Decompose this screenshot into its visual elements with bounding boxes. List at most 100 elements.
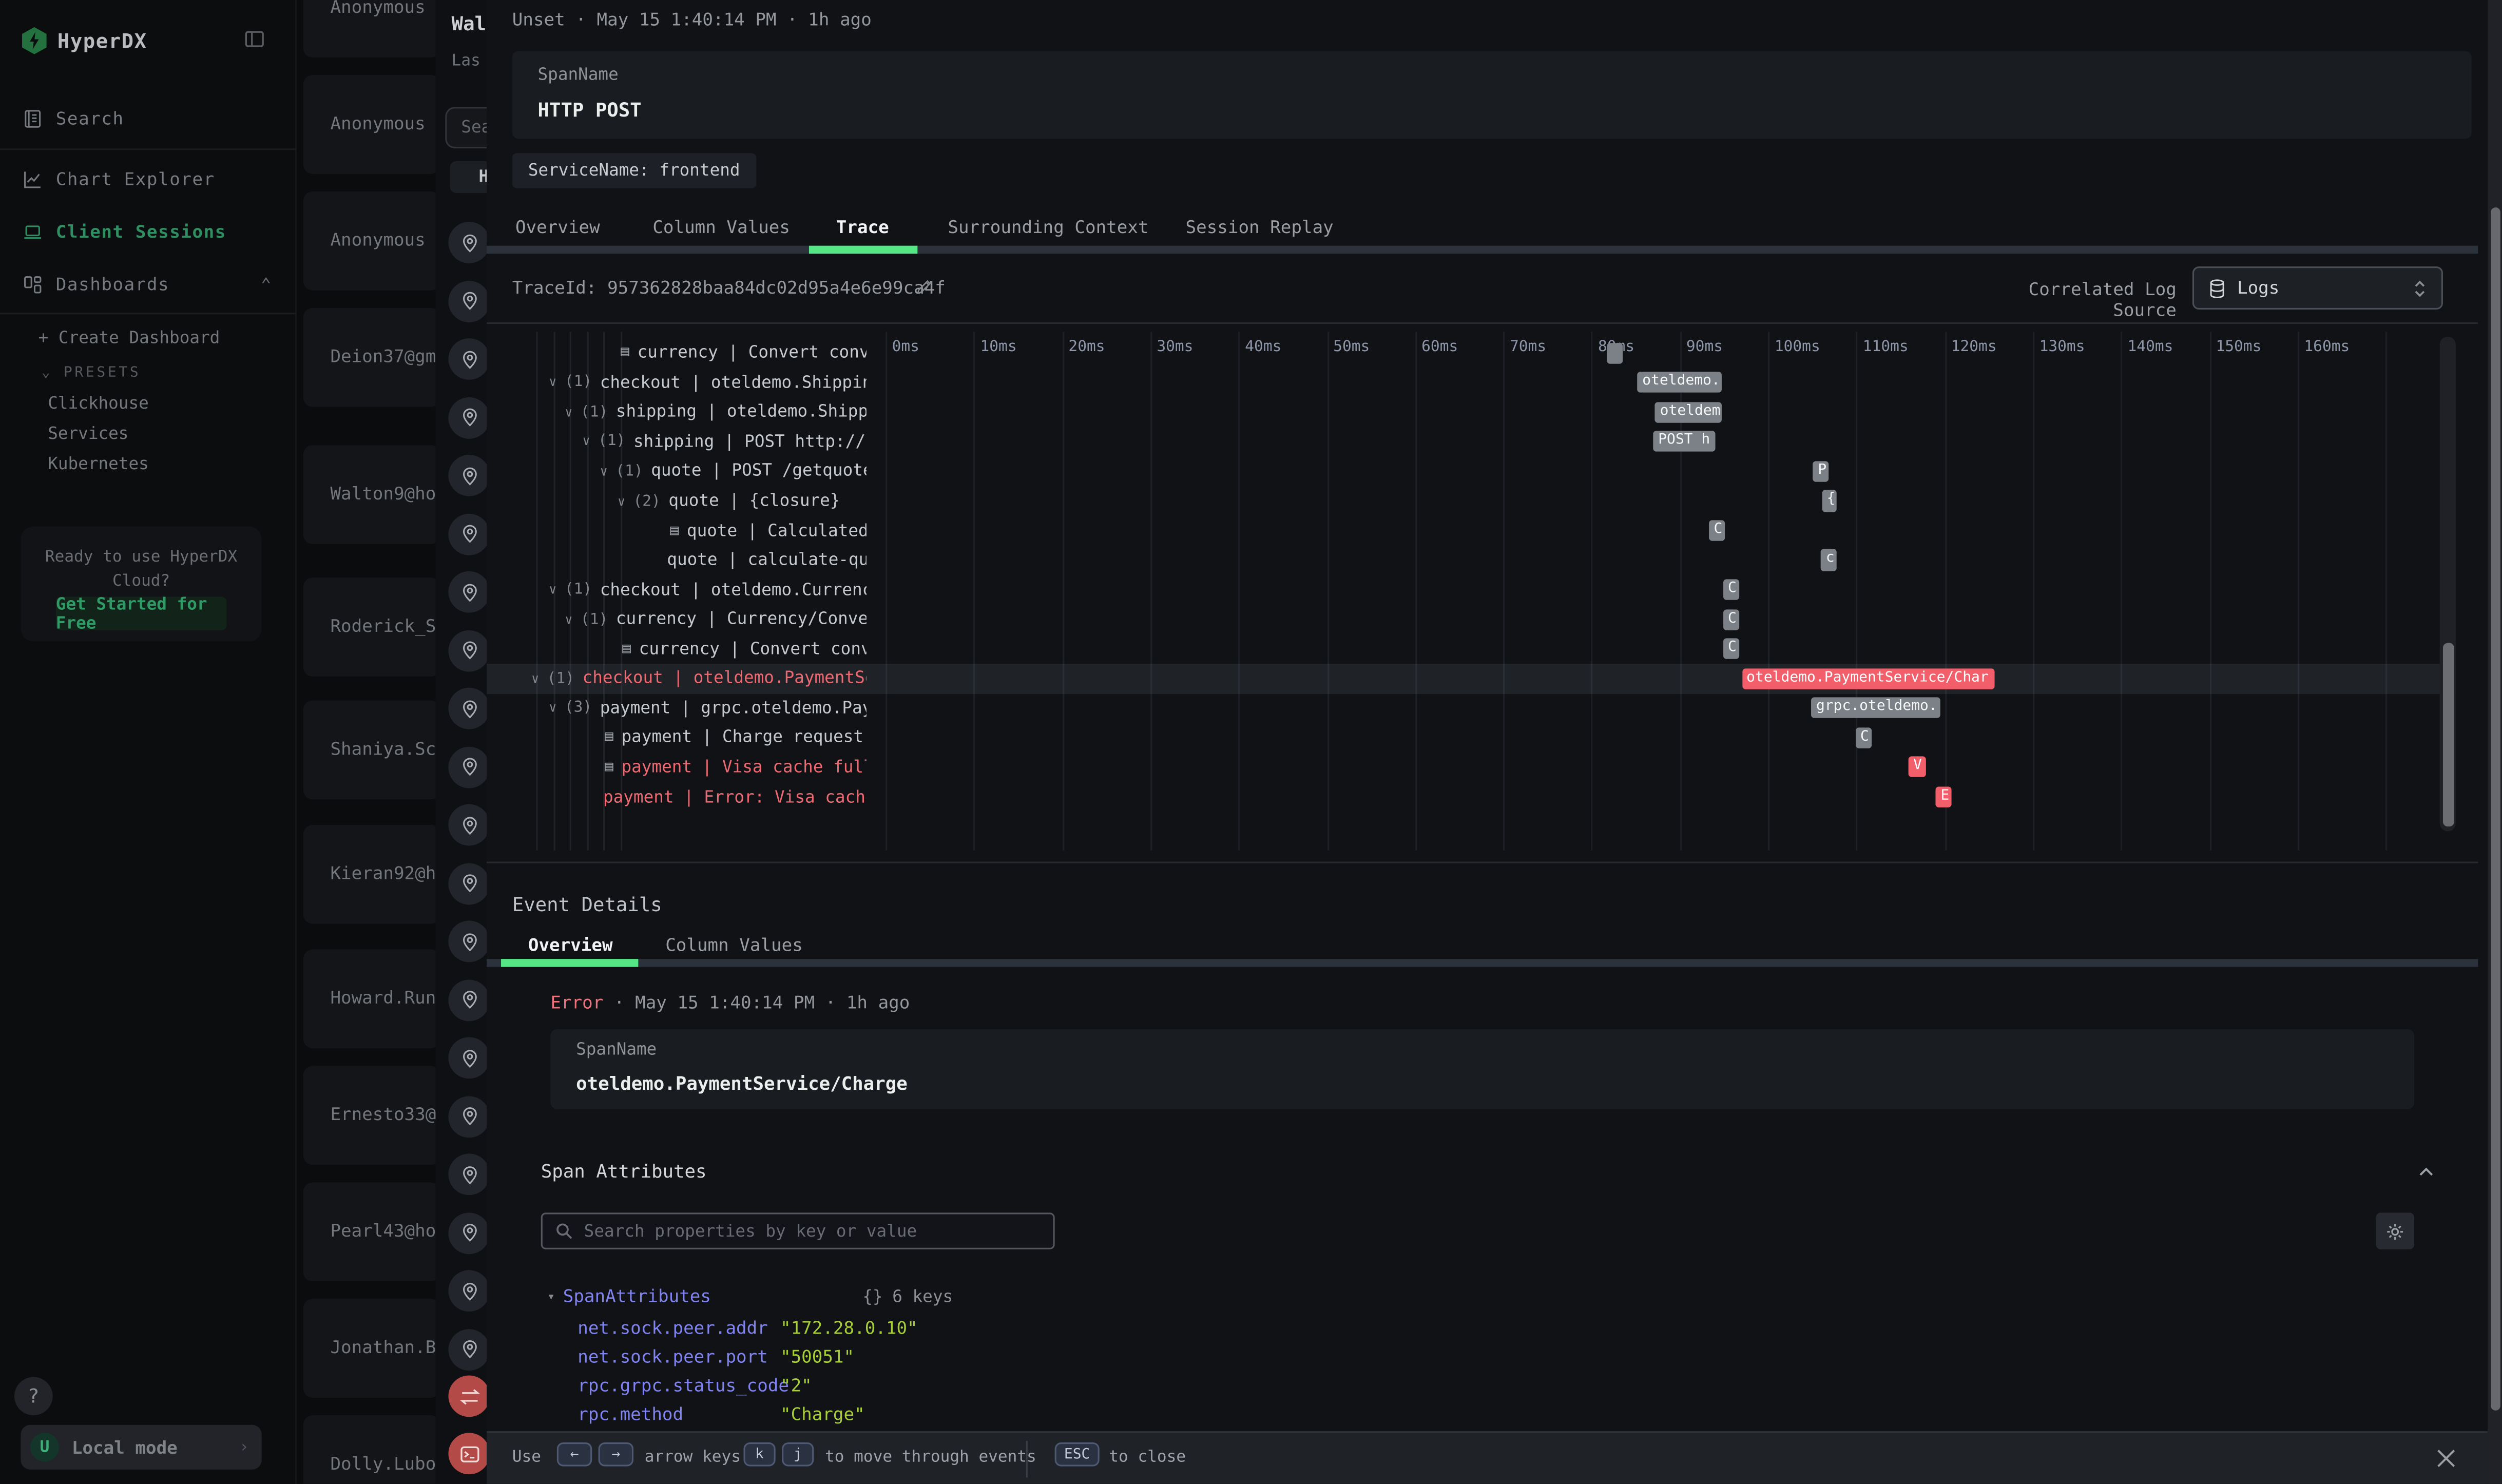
trace-span-row[interactable]: ▤payment | Charge request rec…: [487, 723, 867, 753]
event-marker-pin-button[interactable]: [448, 571, 490, 613]
tab-trace[interactable]: Trace: [836, 217, 889, 238]
tab-column-values[interactable]: Column Values: [652, 217, 790, 238]
session-list-item[interactable]: Deion37@gm: [303, 308, 436, 407]
trace-span-bar[interactable]: {: [1822, 490, 1837, 511]
sidebar-item-chart-explorer[interactable]: Chart Explorer: [0, 163, 297, 195]
chevron-down-icon[interactable]: ∨: [549, 583, 556, 597]
attribute-value[interactable]: "2": [780, 1375, 812, 1404]
trace-span-row[interactable]: ▤quote | Calculated q…: [487, 516, 867, 546]
trace-span-bar[interactable]: grpc.oteldemo.: [1812, 698, 1941, 719]
attribute-value[interactable]: "172.28.0.10": [780, 1318, 918, 1347]
event-marker-pin-button[interactable]: [448, 455, 490, 496]
trace-span-row[interactable]: ▤currency | Convert convers…: [487, 634, 867, 664]
tab-overview[interactable]: Overview: [515, 217, 600, 238]
chevron-down-icon[interactable]: ∨: [531, 671, 539, 686]
trace-span-row[interactable]: ∨(1)checkout | oteldemo.ShippingSe…: [487, 368, 867, 398]
event-marker-pin-button[interactable]: [448, 979, 490, 1020]
trace-span-row[interactable]: ∨(3)payment | grpc.oteldemo.Paymen…: [487, 693, 867, 723]
event-marker-swap-button[interactable]: [448, 1375, 490, 1417]
session-list-item[interactable]: Anonymous: [303, 191, 436, 291]
tab-session-replay[interactable]: Session Replay: [1186, 217, 1334, 238]
trace-span-row[interactable]: ∨(1)checkout | oteldemo.PaymentServi…: [487, 664, 867, 693]
event-marker-terminal-button[interactable]: [448, 1433, 490, 1474]
preset-item-services[interactable]: Services: [48, 425, 128, 444]
trace-span-bar[interactable]: oteldemo.: [1638, 372, 1722, 393]
session-list-item[interactable]: Roderick_S: [303, 577, 436, 677]
trace-span-bar[interactable]: C: [1723, 639, 1739, 660]
sidebar-collapse-icon[interactable]: [244, 29, 265, 49]
chevron-down-icon[interactable]: ∨: [583, 435, 590, 449]
session-list-item[interactable]: Howard.Run: [303, 949, 436, 1048]
event-marker-pin-button[interactable]: [448, 513, 490, 554]
presets-toggle[interactable]: ⌄ PRESETS: [42, 365, 141, 381]
attribute-key[interactable]: net.sock.peer.port: [578, 1346, 780, 1375]
trace-span-bar[interactable]: E: [1936, 786, 1952, 807]
chevron-down-icon[interactable]: ∨: [549, 701, 556, 716]
session-list-item[interactable]: Anonymous: [303, 0, 436, 57]
event-marker-pin-button[interactable]: [448, 804, 490, 846]
chevron-down-icon[interactable]: ∨: [565, 612, 572, 627]
event-marker-pin-button[interactable]: [448, 688, 490, 729]
session-list-item[interactable]: Pearl43@ho: [303, 1182, 436, 1281]
event-marker-pin-button[interactable]: [448, 862, 490, 904]
trace-span-bar[interactable]: V: [1909, 757, 1926, 778]
trace-span-bar[interactable]: C: [1856, 727, 1873, 748]
event-marker-pin-button[interactable]: [448, 280, 490, 322]
trace-span-row[interactable]: payment | Error: Visa cache ful…: [487, 782, 867, 812]
trace-span-row[interactable]: ∨(1)currency | Currency/Convert: [487, 605, 867, 634]
attribute-value[interactable]: "Charge": [780, 1404, 865, 1433]
waterfall-scrollbar-thumb[interactable]: [2443, 643, 2453, 826]
create-dashboard-link[interactable]: + Create Dashboard: [39, 329, 220, 348]
tab-surrounding-context[interactable]: Surrounding Context: [948, 217, 1148, 238]
event-marker-pin-button[interactable]: [448, 338, 490, 380]
event-marker-pin-button[interactable]: [448, 1270, 490, 1312]
settings-button[interactable]: [2376, 1212, 2414, 1249]
trace-span-bar[interactable]: c: [1821, 550, 1836, 571]
trace-span-row[interactable]: quote | calculate-quote: [487, 546, 867, 575]
event-marker-pin-button[interactable]: [448, 1095, 490, 1137]
trace-span-row[interactable]: ▤currency | Convert convers…: [487, 338, 867, 368]
sidebar-item-client-sessions[interactable]: Client Sessions: [0, 216, 297, 247]
service-name-chip[interactable]: ServiceName: frontend: [512, 153, 756, 188]
session-list-item[interactable]: Kieran92@h: [303, 825, 436, 924]
attribute-key[interactable]: rpc.grpc.status_code: [578, 1375, 780, 1404]
trace-span-bar[interactable]: POST h: [1653, 431, 1715, 452]
event-marker-pin-button[interactable]: [448, 396, 490, 438]
event-marker-pin-button[interactable]: [448, 1153, 490, 1195]
trace-span-row[interactable]: ∨(1)shipping | POST http://quo…: [487, 427, 867, 457]
trace-span-row[interactable]: ∨(2)quote | {closure}: [487, 486, 867, 516]
edit-icon[interactable]: [914, 278, 933, 297]
attribute-key[interactable]: net.sock.peer.addr: [578, 1318, 780, 1347]
session-list-item[interactable]: Shaniya.Sc: [303, 701, 436, 800]
event-marker-pin-button[interactable]: [448, 222, 490, 263]
chevron-down-icon[interactable]: ∨: [565, 405, 572, 419]
trace-span-bar[interactable]: C: [1709, 520, 1725, 541]
attribute-search-input[interactable]: Search properties by key or value: [541, 1212, 1055, 1249]
session-list-item[interactable]: Walton9@ho: [303, 445, 436, 544]
trace-span-bar[interactable]: P: [1813, 461, 1828, 482]
trace-span-row[interactable]: ▤payment | Visa cache full: c…: [487, 753, 867, 782]
session-list-item[interactable]: Dolly.Lubo: [303, 1415, 436, 1484]
trace-span-row[interactable]: ∨(1)shipping | oteldemo.Shipping…: [487, 397, 867, 427]
attribute-key[interactable]: rpc.method: [578, 1404, 780, 1433]
trace-span-row[interactable]: ∨(1)checkout | oteldemo.CurrencySe…: [487, 575, 867, 605]
chevron-down-icon[interactable]: ∨: [600, 464, 608, 478]
session-list-item[interactable]: Anonymous: [303, 75, 436, 174]
event-marker-pin-button[interactable]: [448, 921, 490, 962]
trace-span-row[interactable]: ∨(1)quote | POST /getquote: [487, 457, 867, 487]
sidebar-item-dashboards[interactable]: Dashboards⌃: [0, 268, 297, 300]
attribute-tree-root[interactable]: ▾ SpanAttributes {}6 keys: [547, 1286, 953, 1306]
event-details-tab-column-values[interactable]: Column Values: [665, 935, 803, 956]
event-marker-pin-button[interactable]: [448, 1328, 490, 1370]
event-marker-pin-button[interactable]: [448, 1212, 490, 1254]
event-marker-pin-button[interactable]: [448, 746, 490, 787]
trace-span-bar[interactable]: oteldem: [1655, 401, 1722, 422]
chevron-down-icon[interactable]: ∨: [618, 494, 625, 508]
help-button[interactable]: ?: [14, 1377, 53, 1416]
trace-span-bar[interactable]: C: [1723, 609, 1739, 630]
page-scrollbar-thumb[interactable]: [2490, 207, 2500, 1411]
trace-span-bar[interactable]: C: [1723, 579, 1739, 600]
event-marker-pin-button[interactable]: [448, 1037, 490, 1078]
user-menu[interactable]: U Local mode ›: [21, 1425, 261, 1470]
preset-item-kubernetes[interactable]: Kubernetes: [48, 455, 149, 474]
